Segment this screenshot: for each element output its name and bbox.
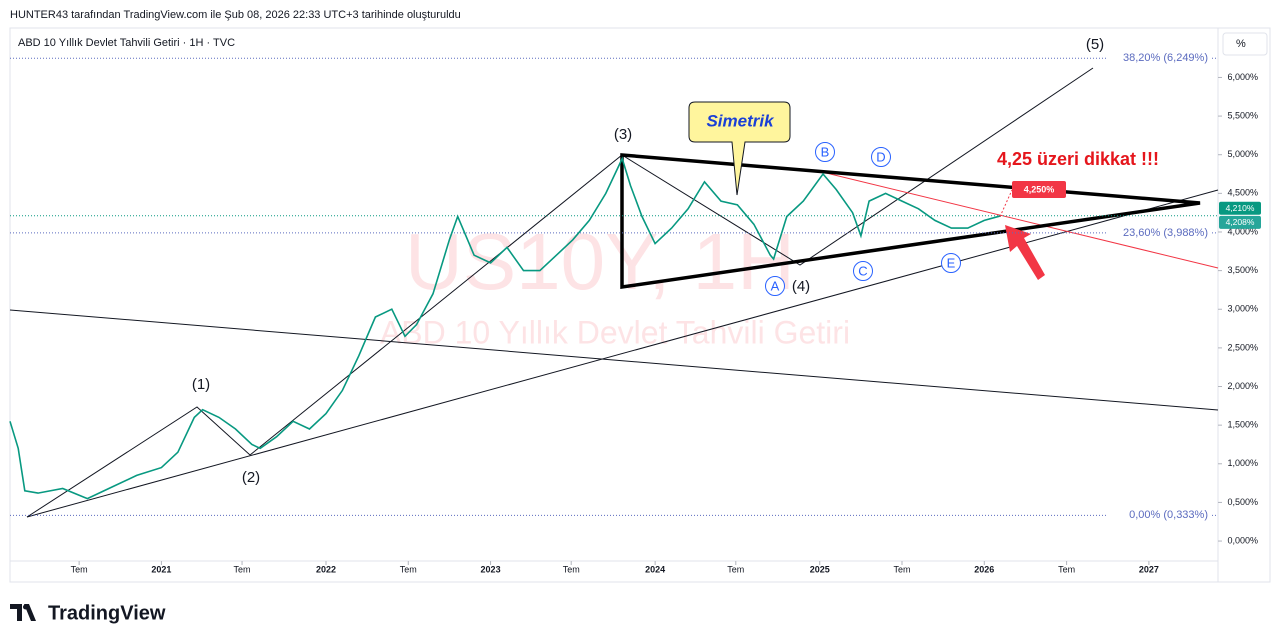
y-tick-label: 5,000%	[1227, 149, 1258, 159]
header: HUNTER43 tarafından TradingView.com ile …	[10, 9, 461, 21]
wave-label: (2)	[242, 469, 260, 486]
point-circle	[815, 142, 835, 162]
logo: TradingView	[10, 602, 166, 624]
x-tick-label: Tem	[1058, 564, 1075, 574]
scale-button[interactable]	[1222, 32, 1268, 56]
point-circle	[853, 261, 873, 281]
x-tick-label: 2026	[974, 564, 994, 574]
x-tick-label: 2023	[481, 564, 501, 574]
wave-label: (5)	[1086, 36, 1104, 53]
alert-badge	[1012, 181, 1066, 198]
y-tick-label: 6,000%	[1227, 72, 1258, 82]
y-tick-label: 0,500%	[1227, 497, 1258, 507]
wave-label: (3)	[614, 126, 632, 143]
note: 4,25 üzeri dikkat !!!	[997, 149, 1159, 169]
x-tick-label: Tem	[71, 564, 88, 574]
point-label: B	[821, 144, 830, 159]
point-label: A	[771, 278, 780, 293]
x-tick-label: Tem	[727, 564, 744, 574]
x-tick-label: 2027	[1139, 564, 1159, 574]
x-tick-label: 2022	[316, 564, 336, 574]
price-badge	[1219, 215, 1261, 229]
alert-badge-label: 4,250%	[1024, 184, 1055, 194]
x-tick-label: Tem	[400, 564, 417, 574]
y-tick-label: 1,500%	[1227, 420, 1258, 430]
scale-button-label[interactable]: %	[1236, 38, 1246, 50]
point-label: D	[876, 149, 885, 164]
y-tick-label: 0,000%	[1227, 535, 1258, 545]
logo-text: TradingView	[48, 602, 166, 624]
chart-frame	[9, 27, 1271, 583]
point-label: E	[947, 255, 956, 270]
wave-label: (1)	[192, 376, 210, 393]
watermark-subtitle: ABD 10 Yıllık Devlet Tahvili Getiri	[380, 314, 850, 350]
red-arrow	[1005, 225, 1045, 280]
x-tick-label: 2021	[151, 564, 171, 574]
x-tick-label: 2025	[810, 564, 830, 574]
y-tick-label: 5,500%	[1227, 110, 1258, 120]
y-tick-label: 3,500%	[1227, 265, 1258, 275]
logo-icon	[10, 604, 36, 621]
x-tick-label: Tem	[234, 564, 251, 574]
x-tick-label: 2024	[645, 564, 665, 574]
point-circle	[765, 276, 785, 296]
wave-label: (4)	[792, 278, 810, 295]
triangle	[620, 153, 1201, 290]
callout-box	[688, 101, 791, 196]
y-tick-label: 4,000%	[1227, 226, 1258, 236]
x-tick-label: Tem	[563, 564, 580, 574]
point-circle	[941, 253, 961, 273]
red-trendline	[821, 171, 1219, 269]
logo-dot	[23, 604, 28, 610]
x-tick-label: Tem	[894, 564, 911, 574]
point-label: C	[858, 263, 867, 278]
y-tick-label: 2,500%	[1227, 342, 1258, 352]
trendline	[9, 309, 1219, 411]
alert-level	[999, 189, 1013, 217]
fib-level-label: 38,20% (6,249%)	[1123, 52, 1208, 64]
price-line	[9, 156, 1002, 500]
drawings	[9, 67, 1219, 518]
y-tick-label: 3,000%	[1227, 304, 1258, 314]
price-badge	[1219, 201, 1261, 215]
watermark: US10Y, 1H	[405, 217, 795, 306]
price-badge-label: 4,210%	[1226, 203, 1255, 213]
chart-title: ABD 10 Yıllık Devlet Tahvili Getiri · 1H…	[18, 37, 235, 49]
fib-level-label: 0,00% (0,333%)	[1129, 509, 1208, 521]
callout-label: Simetrik	[706, 111, 775, 130]
price-badge-label: 4,208%	[1226, 217, 1255, 227]
point-circle	[871, 147, 891, 167]
wave-path	[26, 67, 1094, 518]
y-tick-label: 1,000%	[1227, 458, 1258, 468]
y-tick-label: 4,500%	[1227, 188, 1258, 198]
y-tick-label: 2,000%	[1227, 381, 1258, 391]
fib-level-label: 23,60% (3,988%)	[1123, 227, 1208, 239]
